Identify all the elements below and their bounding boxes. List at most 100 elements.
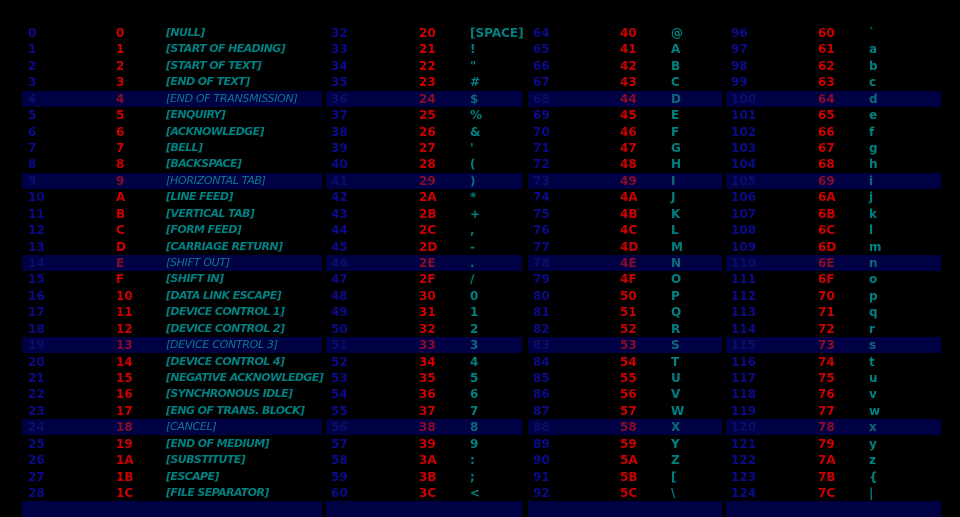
hex-value: 77 xyxy=(818,404,835,418)
hex-value: 63 xyxy=(818,75,835,89)
character-value: + xyxy=(470,207,481,221)
character-value: [HORIZONTAL TAB] xyxy=(166,174,266,187)
hex-value: 34 xyxy=(419,355,436,369)
decimal-value: 91 xyxy=(533,470,550,484)
hex-value: 36 xyxy=(419,387,436,401)
character-value: [FORM FEED] xyxy=(166,223,242,236)
decimal-value: 1 xyxy=(28,42,37,56)
character-value: ` xyxy=(869,26,875,40)
decimal-value: 46 xyxy=(331,256,348,270)
decimal-value: 64 xyxy=(533,26,550,40)
decimal-value: 19 xyxy=(28,338,45,352)
hex-value: 5 xyxy=(116,108,125,122)
character-value: E xyxy=(671,108,680,122)
character-value: [ACKNOWLEDGE] xyxy=(166,125,265,138)
character-value: [SHIFT IN] xyxy=(166,272,224,285)
decimal-value: 73 xyxy=(533,174,550,188)
character-value: R xyxy=(671,322,681,336)
character-value: ; xyxy=(470,470,475,484)
hex-value: 28 xyxy=(419,157,436,171)
hex-value: 1 xyxy=(116,42,125,56)
character-value: y xyxy=(869,437,877,451)
decimal-value: 42 xyxy=(331,190,348,204)
decimal-value: 28 xyxy=(28,486,45,500)
decimal-value: 47 xyxy=(331,272,348,286)
decimal-value: 35 xyxy=(331,75,348,89)
decimal-value: 4 xyxy=(28,92,37,106)
hex-value: 58 xyxy=(620,420,637,434)
decimal-value: 105 xyxy=(731,174,757,188)
character-value: Z xyxy=(671,453,680,467)
hex-value: 71 xyxy=(818,305,835,319)
hex-value: 6A xyxy=(818,190,836,204)
hex-value: 4D xyxy=(620,240,639,254)
character-value: O xyxy=(671,272,682,286)
decimal-value: 45 xyxy=(331,240,348,254)
decimal-value: 32 xyxy=(331,26,348,40)
decimal-value: 122 xyxy=(731,453,757,467)
row-highlight-band xyxy=(726,419,941,435)
decimal-value: 15 xyxy=(28,272,45,286)
decimal-value: 66 xyxy=(533,59,550,73)
decimal-value: 22 xyxy=(28,387,45,401)
character-value: z xyxy=(869,453,876,467)
character-value: { xyxy=(869,470,878,484)
character-value: : xyxy=(470,453,475,467)
hex-value: 6D xyxy=(818,240,837,254)
decimal-value: 116 xyxy=(731,355,757,369)
character-value: b xyxy=(869,59,878,73)
hex-value: 7C xyxy=(818,486,836,500)
character-value: Q xyxy=(671,305,682,319)
hex-value: 72 xyxy=(818,322,835,336)
decimal-value: 20 xyxy=(28,355,45,369)
character-value: $ xyxy=(470,92,479,106)
decimal-value: 39 xyxy=(331,141,348,155)
hex-value: 73 xyxy=(818,338,835,352)
hex-value: 0 xyxy=(116,26,125,40)
hex-value: 2F xyxy=(419,272,436,286)
hex-value: 6 xyxy=(116,125,125,139)
character-value: [LINE FEED] xyxy=(166,190,233,203)
decimal-value: 72 xyxy=(533,157,550,171)
hex-value: 22 xyxy=(419,59,436,73)
decimal-value: 54 xyxy=(331,387,348,401)
hex-value: 4F xyxy=(620,272,637,286)
decimal-value: 102 xyxy=(731,125,757,139)
decimal-value: 34 xyxy=(331,59,348,73)
decimal-value: 99 xyxy=(731,75,748,89)
hex-value: 74 xyxy=(818,355,835,369)
hex-value: 2B xyxy=(419,207,437,221)
character-value: ! xyxy=(470,42,476,56)
decimal-value: 88 xyxy=(533,420,550,434)
decimal-value: 55 xyxy=(331,404,348,418)
hex-value: F xyxy=(116,272,125,286)
hex-value: 24 xyxy=(419,92,436,106)
character-value: 2 xyxy=(470,322,479,336)
character-value: [END OF TEXT] xyxy=(166,75,250,88)
character-value: 9 xyxy=(470,437,479,451)
hex-value: 61 xyxy=(818,42,835,56)
character-value: J xyxy=(671,190,676,204)
character-value: 1 xyxy=(470,305,479,319)
character-value: 3 xyxy=(470,338,479,352)
hex-value: 17 xyxy=(116,404,133,418)
character-value: % xyxy=(470,108,483,122)
hex-value: 55 xyxy=(620,371,637,385)
hex-value: 25 xyxy=(419,108,436,122)
hex-value: 13 xyxy=(116,338,133,352)
character-value: N xyxy=(671,256,682,270)
decimal-value: 18 xyxy=(28,322,45,336)
hex-value: 46 xyxy=(620,125,637,139)
character-value: [START OF TEXT] xyxy=(166,59,262,72)
character-value: g xyxy=(869,141,878,155)
row-highlight-band xyxy=(326,91,522,107)
character-value: [SHIFT OUT] xyxy=(166,256,230,269)
decimal-value: 108 xyxy=(731,223,757,237)
decimal-value: 9 xyxy=(28,174,37,188)
character-value: [NULL] xyxy=(166,26,205,39)
decimal-value: 118 xyxy=(731,387,757,401)
decimal-value: 23 xyxy=(28,404,45,418)
decimal-value: 12 xyxy=(28,223,45,237)
hex-value: 1B xyxy=(116,470,134,484)
row-highlight-band xyxy=(22,255,322,271)
